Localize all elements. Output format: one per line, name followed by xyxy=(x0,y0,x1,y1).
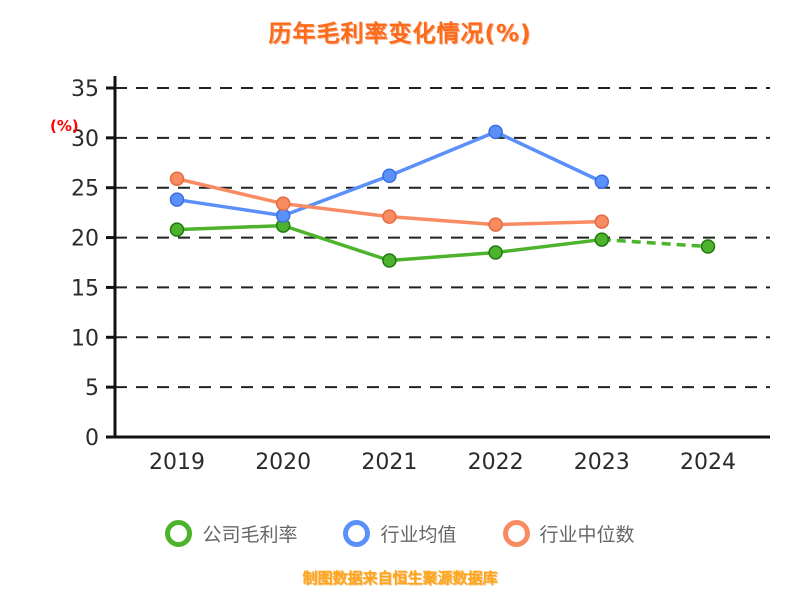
data-point-company-gross-margin xyxy=(382,253,397,268)
data-point-industry-mean xyxy=(275,208,291,223)
y-tick-label: 10 xyxy=(71,326,99,351)
x-tick-label: 2023 xyxy=(574,450,630,475)
chart-title: 历年毛利率变化情况(%) xyxy=(268,21,532,47)
legend-label: 行业均值 xyxy=(380,524,457,546)
data-point-company-gross-margin xyxy=(700,239,716,254)
data-point-industry-mean xyxy=(169,192,185,207)
x-tick-label: 2020 xyxy=(255,450,311,475)
y-axis-title: (%) xyxy=(50,117,79,135)
data-point-industry-median xyxy=(594,214,610,229)
legend-label: 公司毛利率 xyxy=(202,524,298,546)
y-tick-label: 25 xyxy=(71,177,99,202)
data-point-industry-median xyxy=(275,196,291,211)
legend-label: 行业中位数 xyxy=(539,524,635,546)
x-tick-label: 2021 xyxy=(361,450,417,475)
data-point-company-gross-margin xyxy=(488,245,503,260)
data-point-industry-median xyxy=(169,171,185,186)
x-tick-label: 2019 xyxy=(149,450,205,475)
x-tick-label: 2022 xyxy=(468,450,524,475)
data-source-note: 制图数据来自恒生聚源数据库 xyxy=(302,569,498,587)
legend-marker-icon xyxy=(502,520,530,547)
data-point-industry-median xyxy=(488,217,503,232)
x-tick-label: 2024 xyxy=(680,450,736,475)
data-point-company-gross-margin xyxy=(169,222,185,237)
data-point-industry-mean xyxy=(382,168,397,183)
y-tick-label: 5 xyxy=(85,376,99,401)
legend: 公司毛利率 行业均值 行业中位数 xyxy=(0,520,800,547)
y-tick-label: 0 xyxy=(85,426,99,451)
series-line-estimate-company-gross-margin xyxy=(601,237,709,249)
legend-marker-icon xyxy=(165,520,193,547)
y-tick-label: 35 xyxy=(71,77,99,102)
data-point-industry-mean xyxy=(594,174,610,189)
legend-item-company-gross-margin: 公司毛利率 xyxy=(165,520,297,547)
data-point-industry-mean xyxy=(488,124,503,140)
y-tick-label: 15 xyxy=(71,276,99,301)
legend-marker-icon xyxy=(343,520,371,547)
y-tick-label: 30 xyxy=(71,127,99,152)
data-point-company-gross-margin xyxy=(594,232,610,247)
legend-item-industry-mean: 行业均值 xyxy=(343,520,457,547)
y-tick-label: 20 xyxy=(71,227,99,252)
legend-item-industry-median: 行业中位数 xyxy=(502,520,635,547)
data-point-industry-median xyxy=(382,209,397,224)
